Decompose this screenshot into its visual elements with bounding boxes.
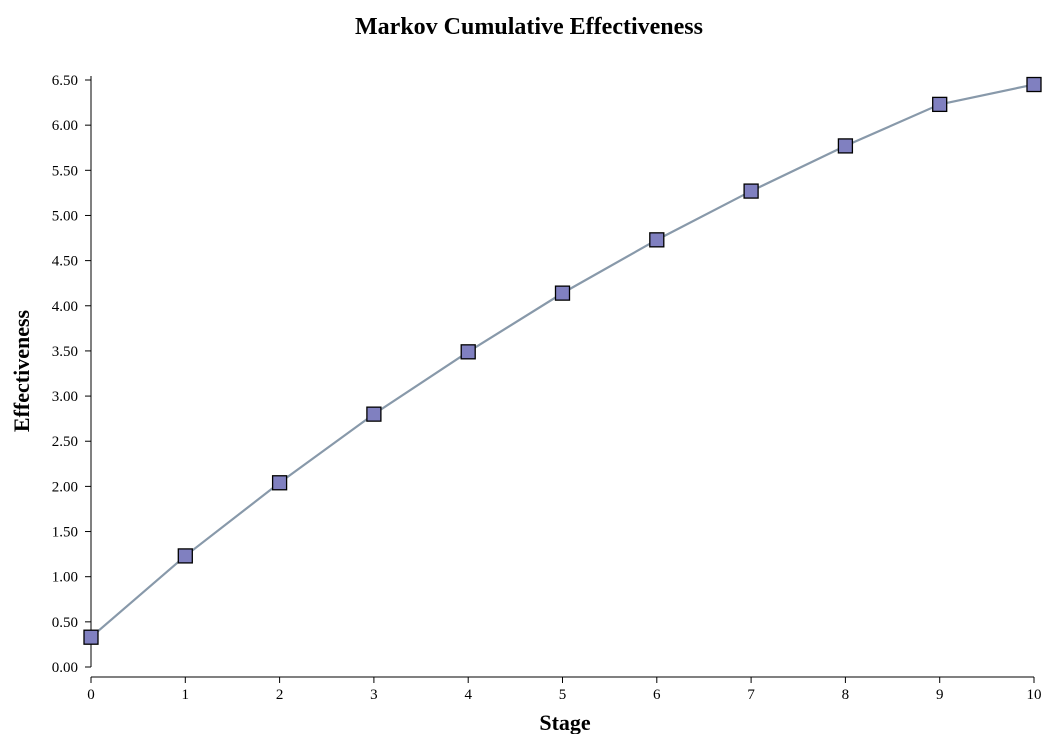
series-line	[90, 83, 1035, 639]
y-tick-label: 3.50	[52, 344, 78, 360]
y-tick-label: 2.50	[52, 434, 78, 450]
x-tick-label: 10	[1027, 687, 1042, 703]
data-point-marker	[743, 183, 759, 199]
y-tick-label: 6.50	[52, 73, 78, 89]
data-point-marker	[460, 344, 476, 360]
y-tick-label: 5.00	[52, 208, 78, 224]
data-point-marker	[177, 548, 193, 564]
data-point-marker	[1026, 76, 1042, 93]
data-point-marker	[554, 285, 571, 301]
y-tick-label: 4.50	[52, 254, 78, 270]
chart-title: Markov Cumulative Effectiveness	[355, 14, 703, 40]
data-point-marker	[366, 406, 382, 422]
x-tick-label: 3	[370, 687, 378, 703]
data-point-marker	[649, 232, 665, 248]
x-tick-label: 8	[842, 687, 850, 703]
x-tick-label: 6	[653, 687, 661, 703]
y-tick-label: 6.00	[52, 118, 78, 134]
y-axis-label: Effectiveness	[9, 309, 34, 432]
y-tick-label: 1.00	[52, 570, 78, 586]
y-tick-label: 3.00	[52, 389, 78, 405]
data-series	[83, 76, 1042, 645]
x-tick-label: 9	[936, 687, 944, 703]
axes: 0.00 0.50 1.00 1.50 2.00 2.50 3.00 3.50 4.00 4.50…	[52, 73, 1042, 703]
y-tick-label: 0.00	[52, 660, 78, 676]
y-tick-label: 0.50	[52, 615, 78, 631]
x-tick-label: 5	[559, 687, 567, 703]
data-point-marker	[83, 629, 99, 645]
y-tick-label: 5.50	[52, 163, 78, 179]
x-tick-label: 7	[747, 687, 755, 703]
x-tick-label: 2	[276, 687, 284, 703]
x-tick-label: 1	[182, 687, 190, 703]
x-tick-label: 0	[87, 687, 95, 703]
x-axis-label: Stage	[539, 710, 591, 734]
y-tick-label: 4.00	[52, 299, 78, 315]
x-tick-label: 4	[464, 687, 472, 703]
data-point-marker	[932, 96, 948, 113]
y-tick-label: 1.50	[52, 525, 78, 541]
data-point-marker	[271, 475, 288, 491]
y-tick-label: 2.00	[52, 479, 78, 495]
data-point-marker	[837, 138, 854, 154]
